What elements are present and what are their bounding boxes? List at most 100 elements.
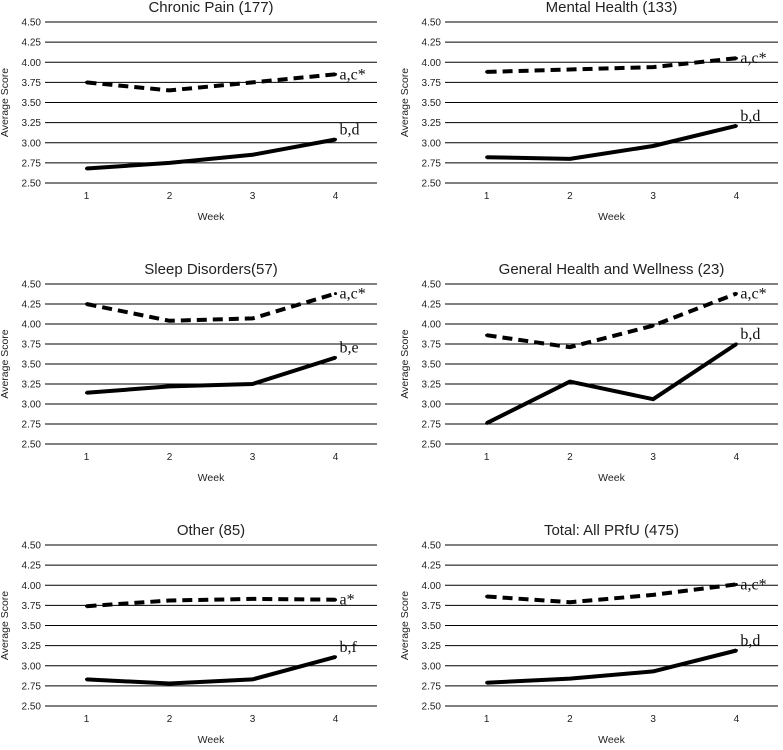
- y-tick-label: 2.50: [22, 702, 42, 713]
- data-point: [334, 356, 337, 360]
- data-point: [85, 391, 88, 395]
- y-tick-label: 3.75: [422, 78, 442, 89]
- y-tick-label: 4.00: [422, 581, 442, 592]
- x-tick-label: 4: [333, 714, 339, 725]
- series-line-dashed: [486, 56, 737, 74]
- data-point: [168, 599, 171, 603]
- y-tick-label: 4.00: [22, 581, 42, 592]
- x-tick-label: 2: [167, 714, 173, 725]
- y-tick-label: 3.75: [22, 78, 42, 89]
- series-line-solid: [485, 342, 738, 425]
- y-tick-label: 4.25: [422, 561, 442, 572]
- y-tick-label: 3.00: [422, 400, 442, 411]
- y-tick-label: 4.25: [422, 38, 442, 49]
- data-point: [485, 595, 489, 599]
- data-point: [651, 593, 655, 597]
- data-point: [485, 333, 489, 337]
- data-point: [734, 582, 738, 586]
- x-axis-label: Week: [198, 734, 225, 745]
- series-line-solid: [86, 137, 336, 171]
- data-point: [485, 421, 489, 425]
- y-axis-label: Average Score: [399, 329, 411, 398]
- data-point: [334, 72, 337, 76]
- chart-panel-2: Mental Health (133) 4.50 4.25 4.00 3.75 3.50 3…: [399, 0, 778, 223]
- chart-panel-4: General Health and Wellness (23) 4.50 4.25…: [399, 261, 778, 484]
- series-annotation: a,c*: [740, 286, 766, 303]
- y-tick-label: 2.75: [422, 420, 442, 431]
- x-tick-label: 1: [484, 452, 490, 463]
- data-point: [568, 345, 572, 349]
- y-tick-label: 3.00: [422, 661, 442, 672]
- x-tick-label: 2: [567, 452, 573, 463]
- data-point: [485, 681, 489, 685]
- data-point: [485, 70, 489, 74]
- data-point: [651, 144, 655, 148]
- series-line-dashed: [86, 72, 336, 93]
- chart-title: Mental Health (133): [546, 0, 678, 16]
- y-tick-label: 3.25: [422, 118, 442, 129]
- y-tick-label: 4.50: [22, 280, 42, 291]
- data-point: [568, 67, 572, 71]
- y-tick-label: 3.00: [22, 400, 42, 411]
- y-tick-label: 3.00: [22, 138, 42, 149]
- data-point: [334, 292, 337, 296]
- data-point: [734, 124, 738, 128]
- y-tick-label: 3.50: [22, 360, 42, 371]
- y-tick-label: 4.00: [22, 58, 42, 69]
- data-point: [251, 597, 254, 601]
- x-tick-label: 4: [333, 452, 339, 463]
- y-tick-label: 2.75: [22, 681, 42, 692]
- y-axis-label: Average Score: [399, 591, 411, 660]
- chart-title: General Health and Wellness (23): [499, 261, 725, 278]
- data-point: [85, 604, 88, 608]
- series-line-dashed: [86, 291, 337, 323]
- y-tick-label: 2.50: [422, 702, 442, 713]
- series-annotation: a,c*: [340, 286, 366, 303]
- x-tick-label: 3: [650, 452, 656, 463]
- x-tick-label: 1: [84, 714, 90, 725]
- series-annotation: a,c*: [740, 576, 766, 593]
- y-tick-label: 4.25: [22, 300, 42, 311]
- y-tick-label: 2.75: [22, 158, 42, 169]
- chart-title: Total: All PRfU (475): [544, 522, 679, 539]
- data-point: [251, 677, 254, 681]
- y-tick-label: 4.00: [22, 320, 42, 331]
- y-tick-label: 2.75: [422, 681, 442, 692]
- data-point: [85, 167, 88, 171]
- data-point: [734, 56, 738, 60]
- series-annotation: b,d: [740, 632, 760, 649]
- series-annotation: a,c*: [740, 50, 766, 67]
- y-tick-label: 3.00: [422, 138, 442, 149]
- y-tick-label: 3.50: [422, 621, 442, 632]
- x-tick-label: 1: [484, 191, 490, 202]
- chart-panel-6: Total: All PRfU (475) 4.50 4.25 4.00 3.75 3.5…: [399, 522, 778, 746]
- x-tick-label: 4: [734, 191, 740, 202]
- y-tick-label: 4.25: [422, 300, 442, 311]
- series-annotation: a,c*: [340, 66, 366, 83]
- x-tick-label: 3: [250, 191, 256, 202]
- data-point: [251, 80, 254, 84]
- x-axis-label: Week: [598, 472, 625, 484]
- data-point: [85, 302, 88, 306]
- y-tick-label: 2.50: [22, 179, 42, 190]
- x-tick-label: 4: [734, 714, 740, 725]
- x-tick-label: 4: [333, 191, 339, 202]
- chart-panel-5: Other (85) 4.50 4.25 4.00 3.75 3.50 3.25 3.00 2.…: [0, 522, 377, 746]
- series-line-solid: [486, 123, 737, 161]
- chart-title: Sleep Disorders(57): [144, 261, 277, 278]
- data-point: [651, 397, 655, 401]
- data-point: [568, 600, 572, 604]
- x-tick-label: 2: [567, 191, 573, 202]
- y-tick-label: 3.75: [22, 601, 42, 612]
- y-axis-label: Average Score: [0, 591, 11, 660]
- chart-panel-3: Sleep Disorders(57) 4.50 4.25 4.00 3.75 3.50 3…: [0, 261, 377, 484]
- series-line-dashed: [486, 582, 737, 605]
- data-point: [651, 324, 655, 328]
- data-point: [334, 138, 337, 142]
- series-line-dashed: [486, 291, 738, 350]
- chart-panel-1: Chronic Pain (177) 4.50 4.25 4.00 3.75 3.50 3.…: [0, 0, 377, 223]
- data-point: [168, 319, 171, 323]
- data-point: [168, 384, 171, 388]
